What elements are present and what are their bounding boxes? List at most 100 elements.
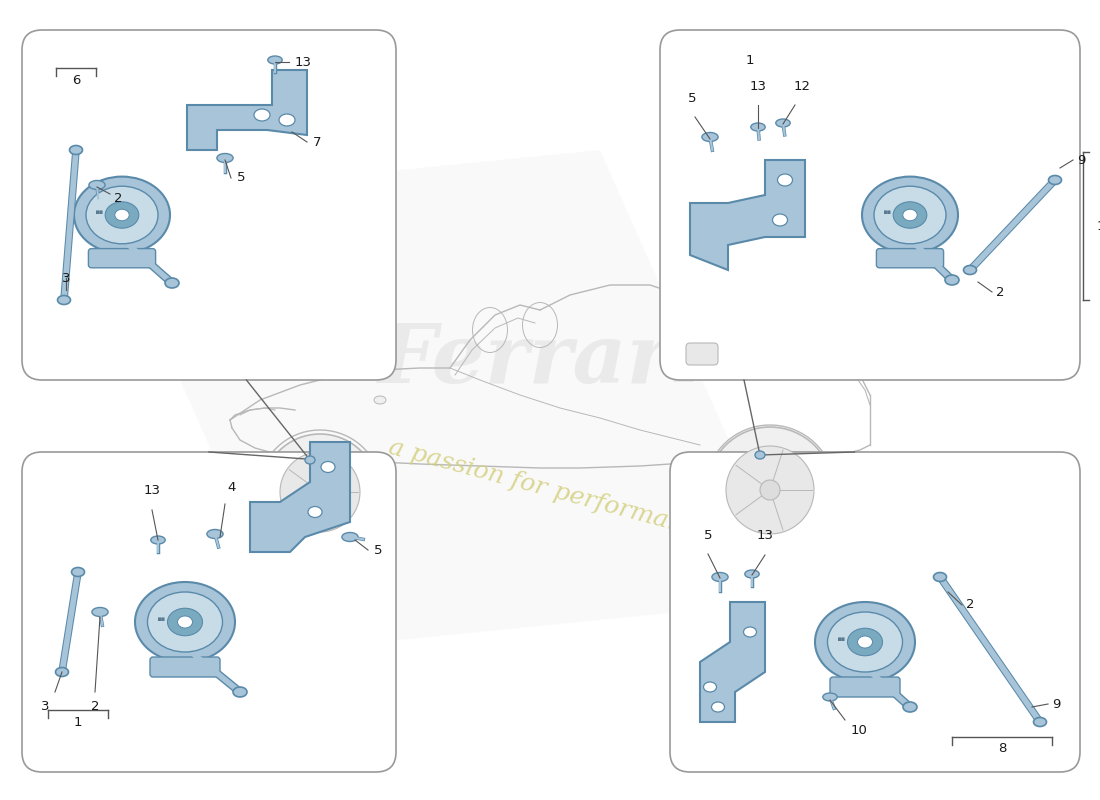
Ellipse shape	[267, 56, 283, 64]
Ellipse shape	[772, 214, 788, 226]
Polygon shape	[700, 602, 764, 722]
FancyBboxPatch shape	[88, 249, 155, 268]
Ellipse shape	[233, 687, 248, 697]
Text: 12: 12	[793, 80, 811, 93]
Text: ■■: ■■	[96, 210, 102, 215]
Ellipse shape	[311, 483, 329, 501]
Ellipse shape	[827, 612, 902, 672]
Ellipse shape	[858, 636, 872, 648]
Ellipse shape	[135, 582, 235, 662]
Polygon shape	[250, 442, 350, 552]
Polygon shape	[100, 150, 800, 650]
Ellipse shape	[744, 627, 757, 637]
Ellipse shape	[760, 480, 780, 500]
Text: 6: 6	[72, 74, 80, 86]
Ellipse shape	[151, 536, 165, 544]
Text: 5: 5	[374, 543, 383, 557]
Text: ■■: ■■	[837, 637, 844, 642]
Ellipse shape	[165, 278, 179, 288]
Ellipse shape	[745, 570, 759, 578]
Ellipse shape	[92, 607, 108, 617]
Ellipse shape	[106, 202, 139, 228]
Ellipse shape	[776, 119, 790, 127]
Ellipse shape	[177, 616, 192, 628]
Text: 11: 11	[1097, 219, 1100, 233]
Ellipse shape	[217, 154, 233, 162]
FancyBboxPatch shape	[150, 657, 220, 677]
Ellipse shape	[280, 452, 360, 532]
Text: 1: 1	[74, 715, 82, 729]
Ellipse shape	[934, 573, 946, 582]
FancyBboxPatch shape	[22, 452, 396, 772]
Text: 1: 1	[746, 54, 755, 66]
Ellipse shape	[823, 693, 837, 701]
Ellipse shape	[755, 451, 764, 459]
Ellipse shape	[57, 295, 70, 305]
Ellipse shape	[751, 123, 766, 131]
Ellipse shape	[55, 667, 68, 677]
Text: 2: 2	[114, 191, 122, 205]
FancyBboxPatch shape	[660, 30, 1080, 380]
FancyBboxPatch shape	[670, 452, 1080, 772]
Text: 8: 8	[998, 742, 1006, 755]
Ellipse shape	[945, 275, 959, 285]
Text: 9: 9	[1077, 154, 1086, 166]
Ellipse shape	[702, 133, 718, 142]
Ellipse shape	[893, 202, 927, 228]
Ellipse shape	[254, 109, 270, 121]
Ellipse shape	[704, 682, 716, 692]
Text: 3: 3	[62, 272, 70, 285]
Text: 13: 13	[749, 80, 767, 93]
Ellipse shape	[903, 210, 917, 221]
Text: 2: 2	[90, 700, 99, 713]
Ellipse shape	[72, 567, 85, 577]
Polygon shape	[187, 70, 307, 150]
FancyBboxPatch shape	[686, 343, 718, 365]
Ellipse shape	[262, 434, 378, 550]
Ellipse shape	[69, 146, 82, 154]
Text: 13: 13	[757, 529, 773, 542]
Text: 3: 3	[41, 700, 50, 713]
Polygon shape	[690, 160, 805, 270]
Text: Ferrari: Ferrari	[377, 320, 703, 400]
Text: a passion for performance: a passion for performance	[386, 436, 714, 544]
Text: 5: 5	[236, 171, 245, 184]
Ellipse shape	[305, 456, 315, 464]
Text: 13: 13	[143, 484, 161, 497]
Text: 9: 9	[1052, 698, 1060, 710]
Text: 7: 7	[314, 135, 321, 149]
Text: 5: 5	[704, 529, 713, 542]
Ellipse shape	[167, 608, 202, 636]
Ellipse shape	[74, 177, 170, 254]
Ellipse shape	[847, 628, 882, 656]
Ellipse shape	[279, 114, 295, 126]
Ellipse shape	[342, 533, 359, 542]
Ellipse shape	[89, 181, 106, 190]
Ellipse shape	[707, 427, 833, 553]
FancyBboxPatch shape	[830, 677, 900, 697]
Text: 13: 13	[295, 55, 312, 69]
Ellipse shape	[712, 702, 725, 712]
Ellipse shape	[726, 446, 814, 534]
Ellipse shape	[114, 210, 129, 221]
Text: 1985: 1985	[776, 281, 884, 319]
FancyBboxPatch shape	[22, 30, 396, 380]
Ellipse shape	[1034, 718, 1046, 726]
Ellipse shape	[207, 530, 223, 538]
Ellipse shape	[874, 186, 946, 244]
Ellipse shape	[86, 186, 158, 244]
Text: 10: 10	[851, 724, 868, 737]
Ellipse shape	[308, 506, 322, 518]
Text: ■■: ■■	[883, 210, 890, 215]
Ellipse shape	[862, 177, 958, 254]
Ellipse shape	[712, 573, 728, 582]
Ellipse shape	[321, 462, 336, 473]
Ellipse shape	[1048, 175, 1062, 185]
Text: 4: 4	[228, 481, 236, 494]
Text: 5: 5	[688, 92, 696, 105]
Ellipse shape	[903, 702, 917, 712]
FancyBboxPatch shape	[877, 249, 944, 268]
Text: 2: 2	[966, 598, 975, 611]
Ellipse shape	[147, 592, 222, 652]
Text: ■■: ■■	[157, 617, 164, 622]
